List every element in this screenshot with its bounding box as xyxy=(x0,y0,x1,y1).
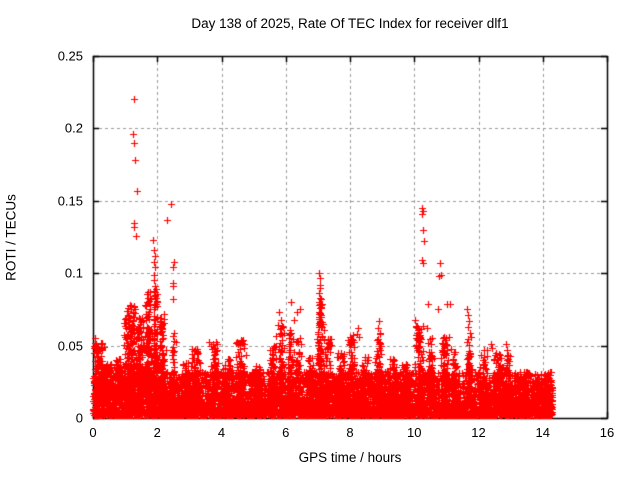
y-axis-label: ROTI / TECUs xyxy=(3,194,19,281)
x-tick-label: 14 xyxy=(535,425,550,440)
x-tick-label: 0 xyxy=(89,425,97,440)
y-tick-label: 0.2 xyxy=(64,120,83,136)
x-tick-label: 6 xyxy=(282,425,290,440)
y-tick-label: 0.15 xyxy=(57,193,83,209)
x-tick-label: 16 xyxy=(599,425,615,440)
y-tick-label: 0.1 xyxy=(64,265,83,281)
chart-title: Day 138 of 2025, Rate Of TEC Index for r… xyxy=(191,16,509,31)
y-tick-label: 0.25 xyxy=(57,48,83,64)
x-tick-label: 4 xyxy=(217,425,226,440)
y-tick-label: 0 xyxy=(75,410,83,426)
y-tick-label: 0.05 xyxy=(57,338,83,354)
x-axis-label: GPS time / hours xyxy=(298,450,402,465)
x-tick-label: 12 xyxy=(471,425,486,440)
x-tick-label: 8 xyxy=(346,425,354,440)
x-tick-label: 10 xyxy=(407,425,422,440)
x-tick-label: 2 xyxy=(153,425,161,440)
